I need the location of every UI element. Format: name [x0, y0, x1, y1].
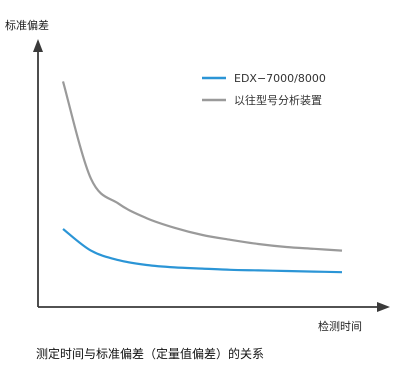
series-line-edx7000 — [62, 228, 343, 274]
legend-label-previous-model: 以往型号分析装置 — [234, 93, 322, 107]
x-axis-label: 检测时间 — [318, 319, 362, 333]
y-axis-label: 标准偏差 — [5, 18, 49, 32]
chart-caption: 测定时间与标准偏差（定量值偏差）的关系 — [36, 346, 264, 361]
legend: EDX−7000/8000 以往型号分析装置 — [202, 72, 326, 107]
series-line-edx — [61, 81, 343, 252]
legend-label-edx7000: EDX−7000/8000 — [234, 72, 326, 85]
y-axis-arrow — [33, 39, 43, 52]
x-axis-arrow — [377, 302, 390, 312]
